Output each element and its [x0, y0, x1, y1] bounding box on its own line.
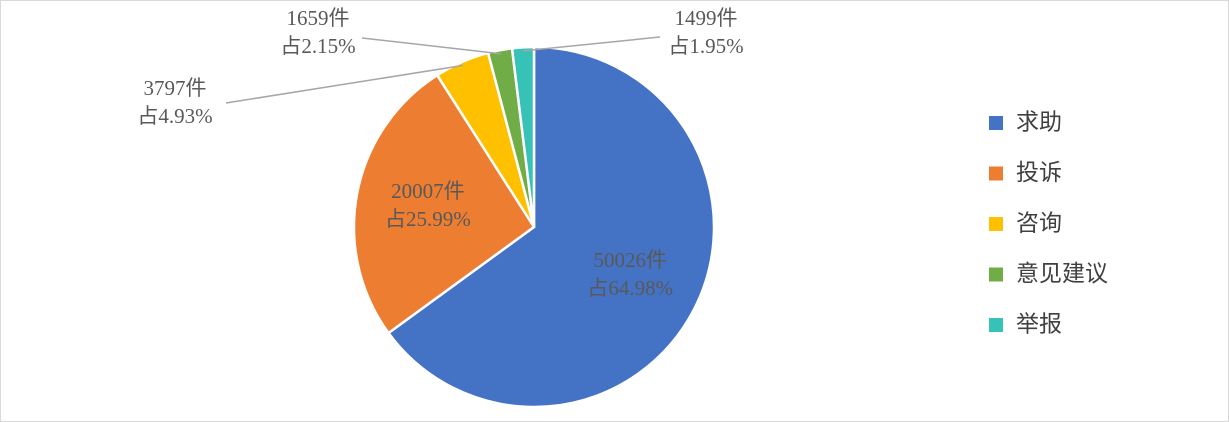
pie-slice: [352, 73, 536, 335]
legend-label: 意见建议: [1016, 261, 1108, 287]
share-label: 占4.93%: [137, 104, 212, 128]
legend-swatch: [989, 166, 1003, 181]
data-label: 20007件: [391, 179, 465, 203]
data-label: 1659件: [287, 6, 350, 30]
pie-slice: [510, 45, 536, 228]
data-label: 3797件: [144, 76, 207, 100]
legend-label: 举报: [1016, 312, 1062, 338]
share-label: 占1.95%: [668, 34, 743, 58]
share-label: 占2.15%: [280, 34, 355, 58]
leader-line: [225, 64, 464, 104]
pie-slice: [386, 45, 716, 409]
leader-line: [523, 36, 661, 52]
share-label: 占25.99%: [385, 207, 471, 231]
data-label: 1499件: [675, 6, 738, 30]
legend-swatch: [989, 116, 1003, 130]
legend-swatch: [989, 217, 1003, 231]
legend-label: 求助: [1016, 110, 1062, 136]
legend-label: 咨询: [1016, 211, 1062, 237]
data-label: 50026件: [594, 248, 668, 272]
leader-line: [361, 37, 501, 55]
share-label: 占64.98%: [587, 276, 673, 300]
legend-swatch: [989, 318, 1003, 332]
legend-label: 投诉: [1016, 160, 1062, 186]
legend-swatch: [989, 267, 1003, 282]
